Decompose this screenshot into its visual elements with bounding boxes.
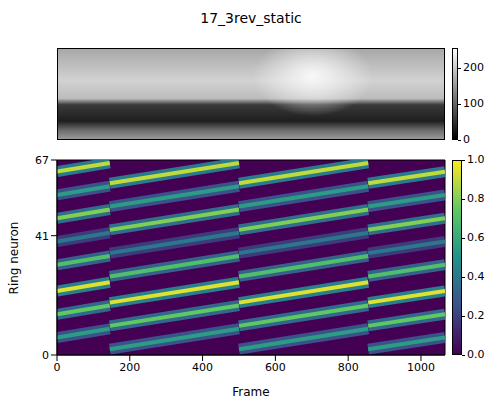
html-text:1.0: 1.0 bbox=[467, 153, 485, 166]
html-text:Ring neuron: Ring neuron bbox=[7, 221, 21, 294]
html-text:Frame: Frame bbox=[232, 385, 270, 399]
html-text:0.2: 0.2 bbox=[467, 309, 485, 322]
html-text:0.8: 0.8 bbox=[467, 192, 485, 205]
svg-text:41: 41 bbox=[35, 230, 49, 243]
svg-text:400: 400 bbox=[192, 361, 213, 374]
svg-text:600: 600 bbox=[265, 361, 286, 374]
html-text:0.6: 0.6 bbox=[467, 231, 485, 244]
html-text:0: 0 bbox=[463, 133, 470, 146]
svg-text:800: 800 bbox=[338, 361, 359, 374]
html-text:0.0: 0.0 bbox=[467, 348, 485, 361]
html-text:200: 200 bbox=[463, 60, 484, 74]
html-text:17_3rev_static: 17_3rev_static bbox=[200, 10, 302, 26]
svg-text:0: 0 bbox=[54, 361, 61, 374]
svg-text:200: 200 bbox=[119, 361, 140, 374]
html-text:0.4: 0.4 bbox=[467, 270, 485, 283]
svg-text:1000: 1000 bbox=[407, 361, 435, 374]
svg-text:0: 0 bbox=[42, 349, 49, 362]
html-text:100: 100 bbox=[463, 96, 484, 110]
svg-text:67: 67 bbox=[35, 154, 49, 167]
